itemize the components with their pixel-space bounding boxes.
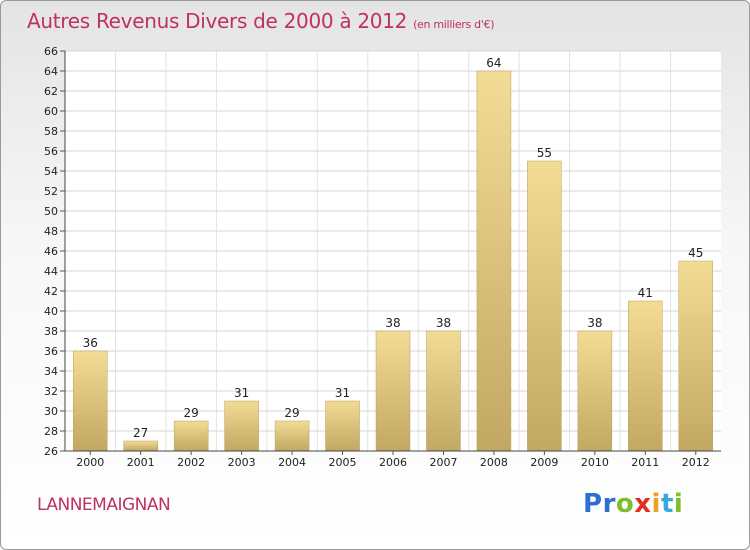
bar	[375, 330, 411, 452]
bars: 36 27 29 31 29 31 38 38 64 55 38 41 45	[72, 56, 714, 452]
y-tick-label: 54	[44, 165, 58, 178]
bar	[224, 400, 259, 452]
y-tick-label: 30	[44, 405, 58, 418]
place-name: LANNEMAIGNAN	[37, 495, 171, 515]
y-tick-label: 36	[44, 345, 58, 358]
y-tick-label: 50	[44, 205, 58, 218]
x-tick-label: 2011	[631, 456, 659, 469]
x-tick-label: 2003	[228, 456, 256, 469]
logo-letter: P	[583, 489, 603, 519]
bar	[628, 300, 663, 452]
x-tick-label: 2010	[581, 456, 609, 469]
y-tick-label: 40	[44, 305, 58, 318]
logo-letter: o	[615, 489, 635, 519]
x-tick-label: 2000	[76, 456, 104, 469]
bar	[274, 420, 310, 452]
y-tick-label: 56	[44, 145, 58, 158]
data-label: 27	[133, 426, 148, 440]
bar	[577, 330, 613, 452]
chart-subtitle: (en milliers d'€)	[413, 18, 495, 31]
data-label: 29	[184, 406, 199, 420]
bar	[123, 440, 158, 452]
bar	[325, 400, 360, 452]
data-label: 38	[436, 316, 451, 330]
y-tick-label: 28	[44, 425, 58, 438]
data-label: 31	[335, 386, 350, 400]
x-tick-label: 2004	[278, 456, 306, 469]
logo-letter: i	[673, 489, 684, 519]
logo-letter: t	[660, 489, 674, 519]
y-tick-label: 48	[44, 225, 58, 238]
chart-title: Autres Revenus Divers de 2000 à 2012 (en …	[27, 9, 495, 33]
data-label: 38	[587, 316, 602, 330]
x-tick-label: 2008	[480, 456, 508, 469]
y-tick-label: 46	[44, 245, 58, 258]
data-label: 64	[486, 56, 501, 70]
y-tick-label: 66	[44, 45, 58, 58]
y-tick-label: 64	[44, 65, 58, 78]
y-tick-label: 44	[44, 265, 58, 278]
chart-title-text: Autres Revenus Divers de 2000 à 2012	[27, 9, 408, 33]
y-tick-label: 52	[44, 185, 58, 198]
x-tick-label: 2006	[379, 456, 407, 469]
bar	[527, 160, 562, 452]
x-tick-label: 2002	[177, 456, 205, 469]
bar	[72, 350, 108, 452]
y-tick-label: 58	[44, 125, 58, 138]
data-label: 38	[385, 316, 400, 330]
x-tick-label: 2012	[682, 456, 710, 469]
x-axis: 2000 2001 2002 2003 2004 2005 2006 2007 2008 2009…	[65, 450, 721, 469]
bar	[173, 420, 209, 452]
data-label: 31	[234, 386, 249, 400]
x-tick-label: 2009	[530, 456, 558, 469]
y-tick-label: 32	[44, 385, 58, 398]
x-tick-label: 2001	[127, 456, 155, 469]
logo-letter: x	[634, 489, 652, 519]
y-tick-label: 60	[44, 105, 58, 118]
bar	[476, 70, 512, 452]
data-label: 36	[83, 336, 98, 350]
y-axis: 26 28 30 32 34 36 38 40 42 44 46 48 50 52 54 56 58 60 62 64…	[44, 45, 66, 458]
logo-letter: i	[651, 489, 661, 519]
y-tick-label: 34	[44, 365, 58, 378]
data-label: 45	[688, 246, 703, 260]
y-tick-label: 42	[44, 285, 58, 298]
y-tick-label: 26	[44, 445, 58, 458]
data-label: 29	[284, 406, 299, 420]
proxiti-logo: Proxiti	[583, 489, 683, 519]
data-label: 55	[537, 146, 552, 160]
logo-letter: r	[602, 489, 616, 519]
bar	[678, 260, 714, 452]
y-tick-label: 38	[44, 325, 58, 338]
y-tick-label: 62	[44, 85, 58, 98]
x-tick-label: 2005	[329, 456, 357, 469]
data-label: 41	[638, 286, 653, 300]
x-tick-label: 2007	[429, 456, 457, 469]
bar	[426, 330, 461, 452]
